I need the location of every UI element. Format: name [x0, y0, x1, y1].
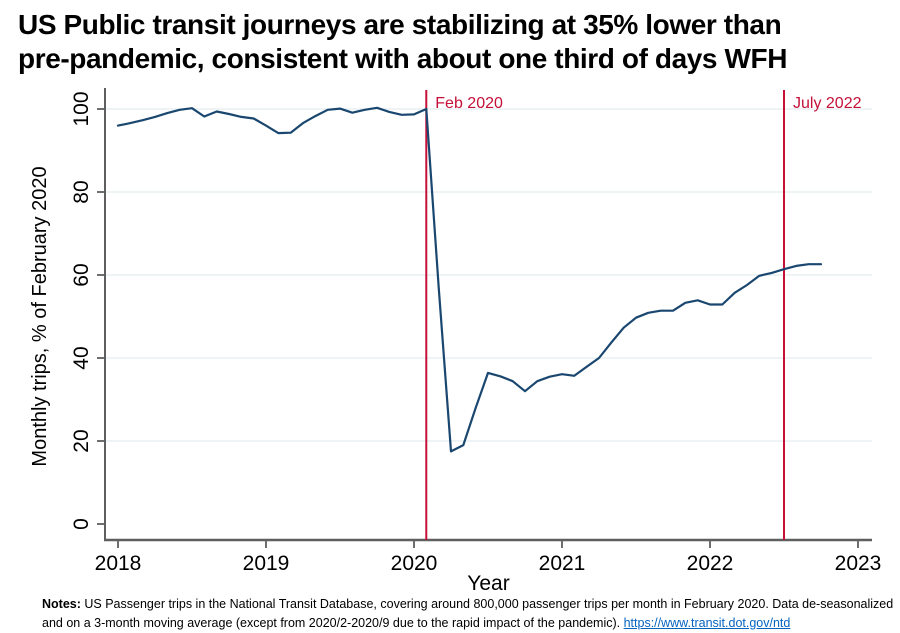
chart-title: US Public transit journeys are stabilizi… — [18, 8, 787, 76]
x-tick-label: 2018 — [95, 552, 142, 575]
y-tick-label: 40 — [70, 346, 93, 369]
transit-chart-svg: 0 20 40 60 80 100 2018 2019 2020 2021 2022 2023 Year… — [29, 88, 882, 590]
y-tick-label: 20 — [70, 429, 93, 452]
x-tick-label: 2021 — [539, 552, 586, 575]
x-tick-label: 2023 — [835, 552, 882, 575]
x-tick-label: 2022 — [687, 552, 734, 575]
series-line — [116, 106, 823, 453]
x-axis-title: Year — [467, 572, 509, 590]
reference-line-label-0: Feb 2020 — [435, 95, 503, 112]
y-tick-label: 0 — [70, 518, 93, 530]
y-tick-label: 80 — [70, 180, 93, 203]
x-tick-label: 2020 — [391, 552, 438, 575]
footnotes: Notes: US Passenger trips in the Nationa… — [42, 595, 893, 633]
reference-line-label-1: July 2022 — [793, 95, 862, 112]
chart-title-line1: US Public transit journeys are stabilizi… — [18, 9, 782, 40]
notes-text-line2: and on a 3-month moving average (except … — [42, 616, 624, 630]
chart-title-line2: pre-pandemic, consistent with about one … — [18, 43, 788, 74]
notes-text-line1: US Passenger trips in the National Trans… — [80, 597, 894, 611]
ntd-database-link[interactable]: https://www.transit.dot.gov/ntd — [623, 616, 791, 630]
y-tick-label: 60 — [70, 263, 93, 286]
y-axis-title: Monthly trips, % of February 2020 — [29, 166, 51, 466]
notes-label: Notes: — [42, 597, 81, 611]
footnote-line2: and on a 3-month moving average (except … — [42, 614, 878, 633]
x-tick-label: 2019 — [243, 552, 290, 575]
y-tick-label: 100 — [70, 91, 93, 126]
footnote-line1: Notes: US Passenger trips in the Nationa… — [42, 595, 893, 614]
